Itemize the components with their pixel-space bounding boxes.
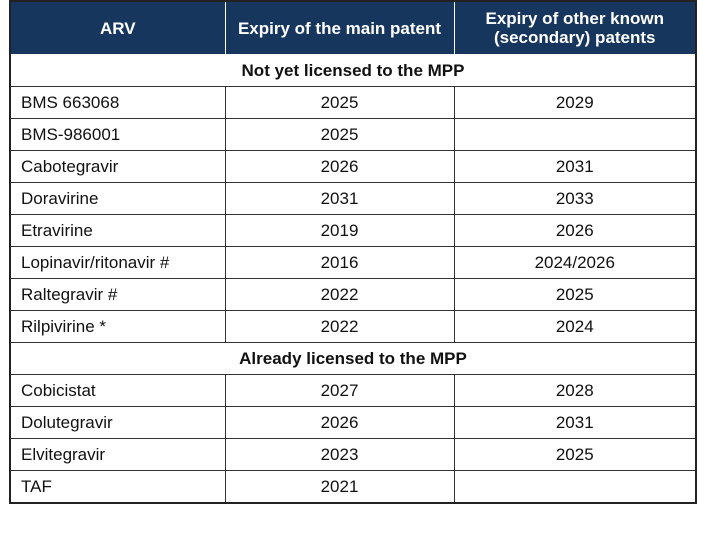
- patent-expiry-table: ARV Expiry of the main patent Expiry of …: [9, 0, 697, 504]
- arv-name: Raltegravir #: [9, 278, 226, 311]
- arv-name: Cobicistat: [9, 374, 226, 407]
- table-row: BMS 663068 2025 2029: [9, 86, 697, 119]
- other-patent-expiry: [453, 470, 697, 504]
- header-main-patent: Expiry of the main patent: [224, 0, 455, 55]
- main-patent-expiry: 2025: [224, 118, 455, 151]
- arv-name: Lopinavir/ritonavir #: [9, 246, 226, 279]
- other-patent-expiry: 2031: [453, 406, 697, 439]
- section-row: Not yet licensed to the MPP: [9, 54, 697, 87]
- table-row: BMS-986001 2025: [9, 118, 697, 151]
- arv-name: BMS 663068: [9, 86, 226, 119]
- header-arv: ARV: [9, 0, 226, 55]
- arv-name: Rilpivirine *: [9, 310, 226, 343]
- arv-name: TAF: [9, 470, 226, 504]
- other-patent-expiry: 2026: [453, 214, 697, 247]
- other-patent-expiry: 2029: [453, 86, 697, 119]
- arv-name: Cabotegravir: [9, 150, 226, 183]
- main-patent-expiry: 2025: [224, 86, 455, 119]
- main-patent-expiry: 2026: [224, 406, 455, 439]
- other-patent-expiry: [453, 118, 697, 151]
- other-patent-expiry: 2025: [453, 278, 697, 311]
- main-patent-expiry: 2019: [224, 214, 455, 247]
- table-row: Rilpivirine * 2022 2024: [9, 310, 697, 343]
- section-title: Not yet licensed to the MPP: [9, 54, 697, 87]
- table-row: Dolutegravir 2026 2031: [9, 406, 697, 439]
- table-row: Cobicistat 2027 2028: [9, 374, 697, 407]
- section-row: Already licensed to the MPP: [9, 342, 697, 375]
- other-patent-expiry: 2024: [453, 310, 697, 343]
- table-row: Raltegravir # 2022 2025: [9, 278, 697, 311]
- header-row: ARV Expiry of the main patent Expiry of …: [9, 0, 697, 55]
- table-row: Doravirine 2031 2033: [9, 182, 697, 215]
- header-other-patents: Expiry of other known (secondary) patent…: [453, 0, 697, 55]
- main-patent-expiry: 2022: [224, 310, 455, 343]
- table-row: TAF 2021: [9, 470, 697, 504]
- main-patent-expiry: 2016: [224, 246, 455, 279]
- main-patent-expiry: 2021: [224, 470, 455, 504]
- main-patent-expiry: 2022: [224, 278, 455, 311]
- main-patent-expiry: 2027: [224, 374, 455, 407]
- main-patent-expiry: 2031: [224, 182, 455, 215]
- other-patent-expiry: 2025: [453, 438, 697, 471]
- main-patent-expiry: 2023: [224, 438, 455, 471]
- table-row: Elvitegravir 2023 2025: [9, 438, 697, 471]
- table-row: Cabotegravir 2026 2031: [9, 150, 697, 183]
- other-patent-expiry: 2033: [453, 182, 697, 215]
- arv-name: Dolutegravir: [9, 406, 226, 439]
- main-patent-expiry: 2026: [224, 150, 455, 183]
- arv-name: Doravirine: [9, 182, 226, 215]
- table-row: Lopinavir/ritonavir # 2016 2024/2026: [9, 246, 697, 279]
- other-patent-expiry: 2028: [453, 374, 697, 407]
- arv-name: Elvitegravir: [9, 438, 226, 471]
- other-patent-expiry: 2024/2026: [453, 246, 697, 279]
- arv-name: Etravirine: [9, 214, 226, 247]
- arv-name: BMS-986001: [9, 118, 226, 151]
- patent-table-container: ARV Expiry of the main patent Expiry of …: [9, 0, 697, 504]
- other-patent-expiry: 2031: [453, 150, 697, 183]
- table-row: Etravirine 2019 2026: [9, 214, 697, 247]
- section-title: Already licensed to the MPP: [9, 342, 697, 375]
